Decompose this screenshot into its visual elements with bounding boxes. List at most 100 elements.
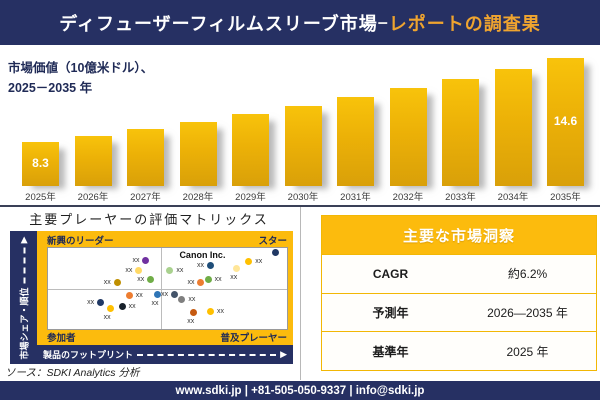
matrix-point: xx (207, 307, 224, 315)
quadrant-divider-horizontal (48, 288, 287, 290)
matrix-y-axis-label: 市場シェア・順位 (19, 286, 29, 359)
matrix-point-label: xx (230, 273, 238, 281)
matrix-title: 主要プレーヤーの評価マトリックス (29, 212, 269, 227)
axis-tick: 2029年 (235, 192, 266, 203)
axis-tick: 2028年 (182, 192, 214, 203)
matrix-point: xx (137, 276, 155, 284)
bars-row: 8.3 14.6 (22, 58, 584, 186)
matrix-point: xx (125, 292, 143, 300)
bar: 14.6 (547, 58, 584, 186)
title-dash: – (377, 12, 389, 32)
quadrant-label-emerging-leaders: 新興のリーダー (47, 236, 114, 247)
matrix-point: xx (230, 264, 241, 281)
annotation-canon-inc: Canon Inc. (179, 250, 226, 260)
report-title-accent: レポートの調査果 (388, 13, 541, 34)
vertical-divider (300, 207, 301, 380)
footer-contact-text: www.sdki.jp | +81-505-050-9337 | info@sd… (175, 384, 425, 397)
horizontal-divider (0, 205, 600, 207)
quadrant-divider-vertical (161, 248, 163, 329)
matrix-point-label: xx (176, 267, 184, 275)
bar (179, 122, 217, 186)
arrow-right-icon: ▶ (280, 349, 287, 359)
matrix-point-label: xx (214, 276, 222, 284)
bar (284, 106, 322, 186)
insights-table-row: 予測年 2026—2035 年 (322, 292, 596, 332)
matrix-point: xx (197, 262, 215, 270)
matrix-point: xx (104, 279, 121, 287)
bar (337, 97, 374, 186)
matrix-point-label: xx (103, 279, 111, 287)
arrow-up-icon: ▶ (18, 236, 28, 243)
axis-tick: 2033年 (445, 192, 476, 203)
matrix-y-axis: 市場シェア・順位 ▶ (10, 231, 37, 364)
matrix-x-axis-label: 製品のフットプリント (43, 350, 134, 360)
matrix-point-label: xx (161, 290, 169, 298)
matrix-point-label: xx (135, 292, 143, 300)
axis-tick: 2035年 (550, 192, 581, 203)
matrix-point-label: xx (187, 318, 195, 326)
bar (74, 136, 112, 186)
insights-row-label: 基準年 (372, 344, 409, 359)
matrix-point: xx (118, 302, 136, 310)
footer-bar: www.sdki.jp | +81-505-050-9337 | info@sd… (0, 381, 600, 400)
matrix-point: xx (125, 267, 143, 275)
axis-tick: 2031年 (340, 192, 371, 203)
matrix-point: xx (104, 305, 114, 321)
axis-tick: 2027年 (130, 192, 161, 203)
matrix-point: xx (204, 276, 222, 284)
matrix-point: xx (161, 290, 179, 298)
dashed-line (137, 353, 277, 356)
matrix-point-label: xx (187, 279, 195, 287)
axis-tick: 2034年 (497, 192, 529, 203)
matrix-point-label: xx (197, 262, 205, 270)
matrix-point: xx (151, 291, 162, 307)
matrix-point-label: xx (151, 300, 159, 308)
bar (389, 88, 427, 186)
bar (494, 69, 532, 186)
matrix-y-axis-inner: 市場シェア・順位 ▶ (10, 231, 37, 364)
matrix-point: xx (187, 279, 205, 287)
matrix-point-label: xx (125, 267, 133, 275)
insights-table: 主要な市場洞察 CAGR 約6.2% 予測年 2026—2035 年基準年 2025 年 (321, 215, 597, 371)
quadrant-label-star: スター (258, 236, 287, 247)
matrix-point (271, 248, 279, 256)
axis-tick: 2032年 (392, 192, 424, 203)
matrix-x-axis: 製品のフットプリント ▶ (37, 345, 293, 364)
source-note: ソース：SDKI Analytics 分析 (5, 367, 140, 379)
insights-row-value: 約6.2% (507, 267, 548, 282)
matrix-point-label: xx (128, 302, 136, 310)
insights-table-row: 基準年 2025 年 (322, 331, 596, 370)
bar (442, 79, 479, 186)
matrix-point-label: xx (132, 257, 140, 265)
matrix-plot: Canon Inc. xx xx xx xx xx xx xx xx xx xx xx xx xx xx x… (47, 247, 288, 330)
insights-table-row: CAGR 約6.2% (322, 254, 596, 293)
axis-tick: 2026年 (77, 192, 109, 203)
matrix-point: xx (187, 309, 198, 325)
quadrant-label-participants: 参加者 (47, 333, 76, 344)
axis-tick: 2030年 (287, 192, 319, 203)
matrix-point-label: xx (217, 307, 225, 315)
quadrant-label-pervasive-players: 普及プレーヤー (220, 333, 287, 344)
insights-row-value: 2026—2035 年 (487, 306, 568, 320)
insights-row-label: CAGR (372, 266, 409, 281)
matrix-point-label: xx (188, 295, 196, 303)
matrix-point: xx (166, 267, 183, 275)
matrix-point: xx (245, 258, 262, 266)
bar-value-label: 8.3 (32, 156, 49, 170)
x-axis-ticks: 2025年 2026年 2027年 2028年 2029年 2030年 2031年 2032年… (22, 189, 584, 203)
report-title: ディフューザーフィルムスリーブ市場 (59, 13, 378, 34)
matrix-point: xx (178, 295, 195, 303)
dashed-line (22, 246, 25, 283)
report-header: ディフューザーフィルムスリーブ市場 – レポートの調査果 (0, 0, 600, 45)
matrix-panel: 新興のリーダー スター 参加者 普及プレーヤー Canon Inc. xx xx x… (37, 231, 293, 345)
bar: 8.3 (22, 142, 59, 186)
insights-row-label: 予測年 (372, 306, 409, 320)
chart-axis-label: 市場価値（10億米ドル）、 2025－2035 年 (8, 61, 154, 95)
matrix-point: xx (132, 257, 150, 265)
bar-value-label: 14.6 (553, 114, 578, 128)
matrix-point-label: xx (87, 298, 95, 306)
matrix-point-label: xx (255, 258, 263, 266)
matrix-point-label: xx (137, 276, 145, 284)
insights-table-title: 主要な市場洞察 (322, 216, 596, 254)
matrix-point-label: xx (103, 314, 111, 322)
